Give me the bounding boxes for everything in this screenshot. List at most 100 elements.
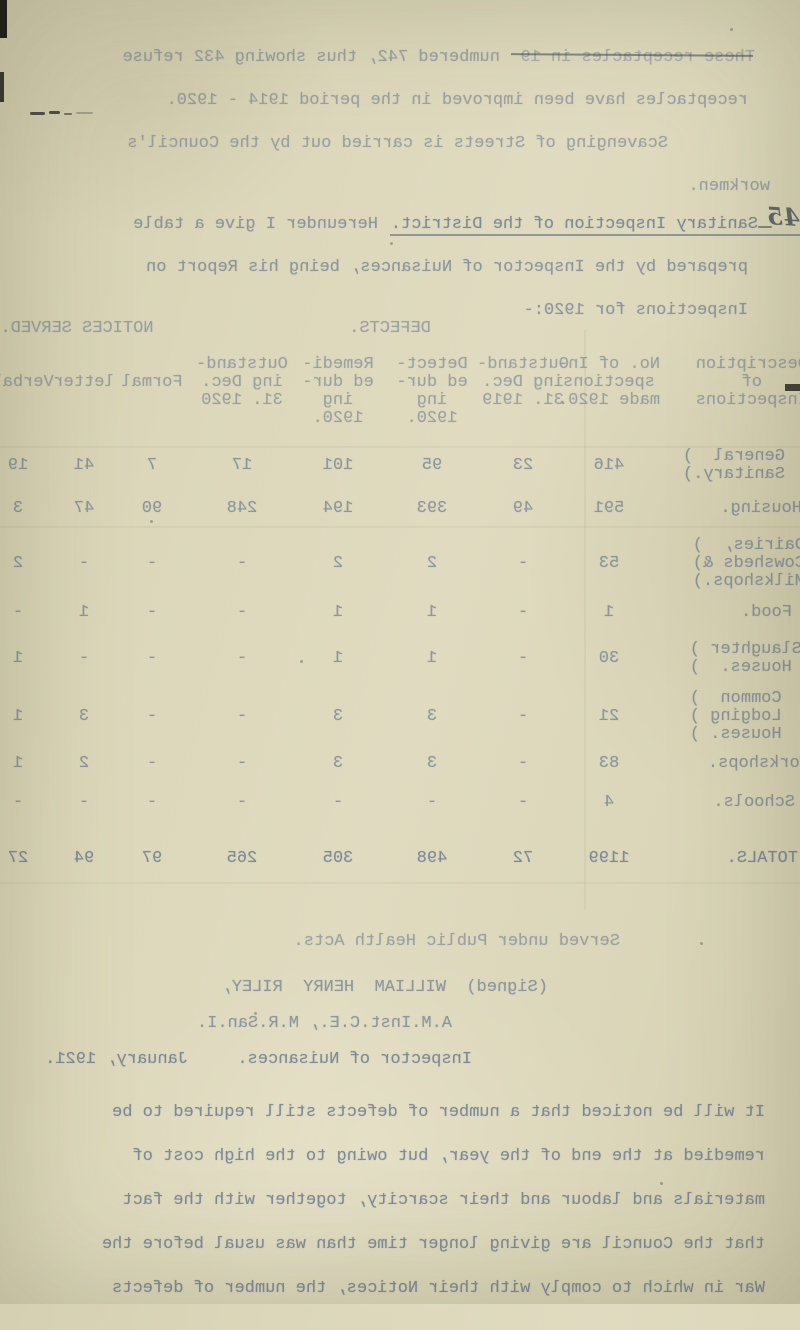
table-cell: -	[236, 754, 248, 773]
table-cell: 3	[78, 707, 90, 726]
struck-text: These receptacles in 19	[520, 48, 755, 67]
table-row-label: Cowsheds &)	[692, 554, 800, 573]
table-cell: 21	[598, 707, 620, 726]
table-cell: 27	[7, 849, 29, 868]
table-column-header: spections	[563, 373, 655, 392]
dust-speck	[390, 242, 393, 245]
table-cell: 4	[603, 793, 615, 812]
table-column-header: 31. 1920	[201, 391, 283, 410]
table-column-header: ed dur-	[396, 373, 468, 392]
dust-speck	[730, 28, 733, 31]
paragraph-line: workmen.	[688, 177, 770, 196]
table-row-label: Lodging )	[689, 707, 800, 726]
table-cell: -	[236, 649, 248, 668]
table-column-header: Detect-	[396, 355, 468, 374]
table-cell: 1199	[588, 849, 630, 868]
paragraph-text: numbered 742, thus showing 432 refuse	[122, 48, 521, 67]
table-row-label: Sanitary.)	[682, 465, 785, 484]
table-cell: 3	[12, 499, 24, 518]
table-row-label: General )	[682, 447, 785, 466]
film-edge-mark	[0, 0, 7, 38]
table-cell: 2	[426, 554, 438, 573]
signature-title: Inspector of Nuisances.	[237, 1050, 472, 1069]
table-cell: 1	[12, 649, 24, 668]
film-edge-mark	[0, 72, 4, 102]
table-cell: 83	[598, 754, 620, 773]
table-cell: 248	[226, 499, 258, 518]
table-cell: 1	[426, 649, 438, 668]
table-cell: -	[146, 793, 158, 812]
table-column-header: No. of In-	[557, 355, 661, 374]
paragraph-line: prepared by the Inspector of Nuisances, …	[146, 258, 748, 277]
paragraph-line: Inspections for 1920:-	[523, 301, 748, 320]
table-cell: 2	[12, 554, 24, 573]
table-cell: 3	[426, 754, 438, 773]
table-cell: -	[146, 603, 158, 622]
table-column-header: 1920.	[406, 409, 458, 428]
section-heading-rest: Hereunder I give a table	[133, 215, 378, 234]
table-cell: 7	[146, 456, 158, 475]
table-cell: 1	[78, 603, 90, 622]
paragraph-line: These receptacles in 19 numbered 742, th…	[122, 48, 755, 68]
closing-line: It will be noticed that a number of defe…	[112, 1103, 765, 1122]
table-cell: -	[236, 554, 248, 573]
table-cell: 1	[603, 603, 615, 622]
table-cell: -	[517, 707, 529, 726]
table-cell: -	[236, 793, 248, 812]
table-cell: -	[78, 554, 90, 573]
table-row-label: Food.	[740, 603, 792, 622]
table-cell: 23	[512, 456, 534, 475]
table-cell: 53	[598, 554, 620, 573]
table-cell: 498	[416, 849, 448, 868]
table-cell: 3	[332, 754, 344, 773]
paragraph-line: Scavenging of Streets is carried out by …	[127, 134, 668, 153]
crease-line	[0, 882, 800, 884]
table-cell: -	[12, 793, 24, 812]
heading-underline	[390, 234, 800, 236]
table-footnote: Served under Public Health Acts.	[293, 932, 620, 951]
table-column-header: made 1920.	[557, 391, 661, 410]
table-cell: 3	[332, 707, 344, 726]
table-cell: 95	[421, 456, 443, 475]
table-group-header-defects: DEFECTS.	[349, 319, 431, 338]
table-column-header: Inspections	[695, 391, 800, 410]
table-cell: 591	[593, 499, 625, 518]
table-cell: 1	[426, 603, 438, 622]
table-cell: -	[12, 603, 24, 622]
table-cell: 1	[12, 707, 24, 726]
table-column-header: ing Dec.	[201, 373, 283, 392]
crease-line	[584, 330, 586, 910]
film-edge-mark	[785, 384, 800, 391]
table-cell: -	[146, 707, 158, 726]
table-cell: 393	[416, 499, 448, 518]
signature-date: January, 1921.	[45, 1050, 188, 1069]
closing-line: War in which to comply with their Notice…	[112, 1279, 765, 1298]
table-cell: 47	[73, 499, 95, 518]
table-cell: 49	[512, 499, 534, 518]
crease-line	[0, 446, 800, 448]
table-row-label: Milkshops.)	[692, 572, 800, 591]
table-column-header: Description	[695, 355, 800, 374]
table-column-header: ing	[416, 391, 448, 410]
table-row-label: Slaughter )	[689, 640, 800, 659]
dust-speck	[254, 1012, 257, 1015]
table-cell: 101	[322, 456, 354, 475]
table-cell: 30	[598, 649, 620, 668]
table-column-header: 31. 1919	[482, 391, 564, 410]
table-column-header: ing	[322, 391, 354, 410]
pen-mark	[49, 111, 60, 114]
closing-line: that the Council are giving longer time …	[101, 1235, 765, 1254]
table-column-header: Outstand-	[196, 355, 288, 374]
table-cell: -	[236, 603, 248, 622]
table-cell: -	[236, 707, 248, 726]
table-cell: -	[426, 793, 438, 812]
table-cell: 3	[426, 707, 438, 726]
table-row-label: Houses. )	[689, 725, 800, 744]
dust-speck	[660, 1182, 663, 1185]
crease-line	[0, 526, 800, 528]
table-cell: -	[332, 793, 344, 812]
table-cell: -	[146, 754, 158, 773]
table-column-header: Remedi-	[302, 355, 374, 374]
